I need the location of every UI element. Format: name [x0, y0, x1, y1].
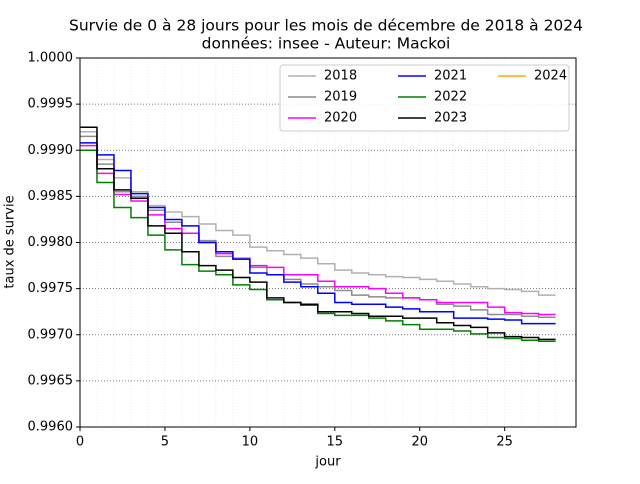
legend-label: 2019	[324, 90, 357, 105]
chart-subtitle: données: insee - Auteur: Mackoi	[202, 35, 451, 53]
series-line	[80, 131, 556, 296]
y-tick-label: 1.0000	[28, 51, 74, 66]
legend-label: 2023	[434, 111, 467, 126]
x-axis-label: jour	[314, 455, 341, 470]
series-line	[80, 135, 556, 318]
x-tick-label: 0	[76, 435, 84, 450]
y-tick-label: 0.9970	[28, 327, 74, 342]
x-tick-label: 25	[496, 435, 513, 450]
plot-frame	[79, 57, 577, 428]
y-axis-label: taux de survie	[3, 195, 18, 288]
series-line	[80, 142, 556, 325]
y-tick-label: 0.9990	[28, 143, 74, 158]
y-tick-label: 0.9995	[28, 97, 74, 112]
y-tick-label: 0.9975	[28, 281, 74, 296]
x-tick-label: 5	[161, 435, 169, 450]
y-tick-label: 0.9960	[28, 420, 74, 435]
x-tick-label: 15	[327, 435, 344, 450]
legend-label: 2024	[534, 69, 567, 84]
x-tick-label: 10	[242, 435, 259, 450]
series-line	[80, 126, 556, 341]
series-line	[80, 144, 556, 316]
y-tick-label: 0.9965	[28, 373, 74, 388]
legend-label: 2018	[324, 69, 357, 84]
x-tick-label: 20	[411, 435, 428, 450]
y-tick-label: 0.9980	[28, 235, 74, 250]
legend-label: 2020	[324, 111, 357, 126]
chart-title: Survie de 0 à 28 jours pour les mois de …	[69, 17, 583, 35]
y-tick-label: 0.9985	[28, 189, 74, 204]
legend-label: 2021	[434, 69, 467, 84]
legend-label: 2022	[434, 90, 467, 105]
series-line	[80, 149, 556, 342]
legend-box	[279, 64, 570, 132]
